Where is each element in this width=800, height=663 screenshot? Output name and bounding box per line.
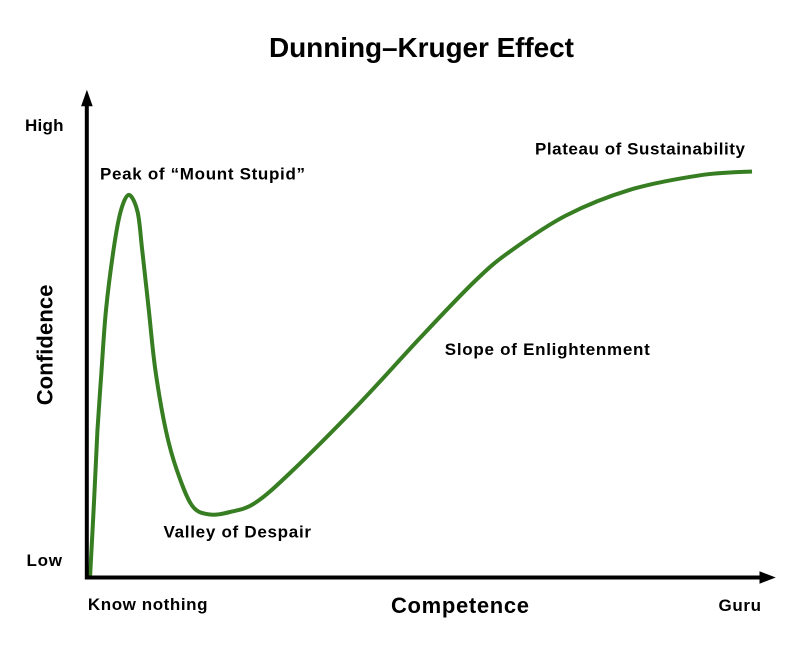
svg-text:Valley of Despair: Valley of Despair (164, 522, 312, 541)
svg-text:Confidence: Confidence (33, 285, 58, 406)
svg-text:Slope of Enlightenment: Slope of Enlightenment (445, 340, 650, 359)
svg-text:Guru: Guru (719, 596, 762, 615)
svg-text:Know nothing: Know nothing (88, 595, 208, 614)
svg-text:Low: Low (27, 551, 63, 570)
svg-text:Plateau of Sustainability: Plateau of Sustainability (535, 140, 746, 159)
svg-text:Peak of “Mount Stupid”: Peak of “Mount Stupid” (100, 164, 305, 183)
svg-text:Dunning–Kruger Effect: Dunning–Kruger Effect (269, 32, 574, 63)
svg-text:High: High (25, 116, 64, 135)
svg-text:Competence: Competence (391, 593, 529, 618)
